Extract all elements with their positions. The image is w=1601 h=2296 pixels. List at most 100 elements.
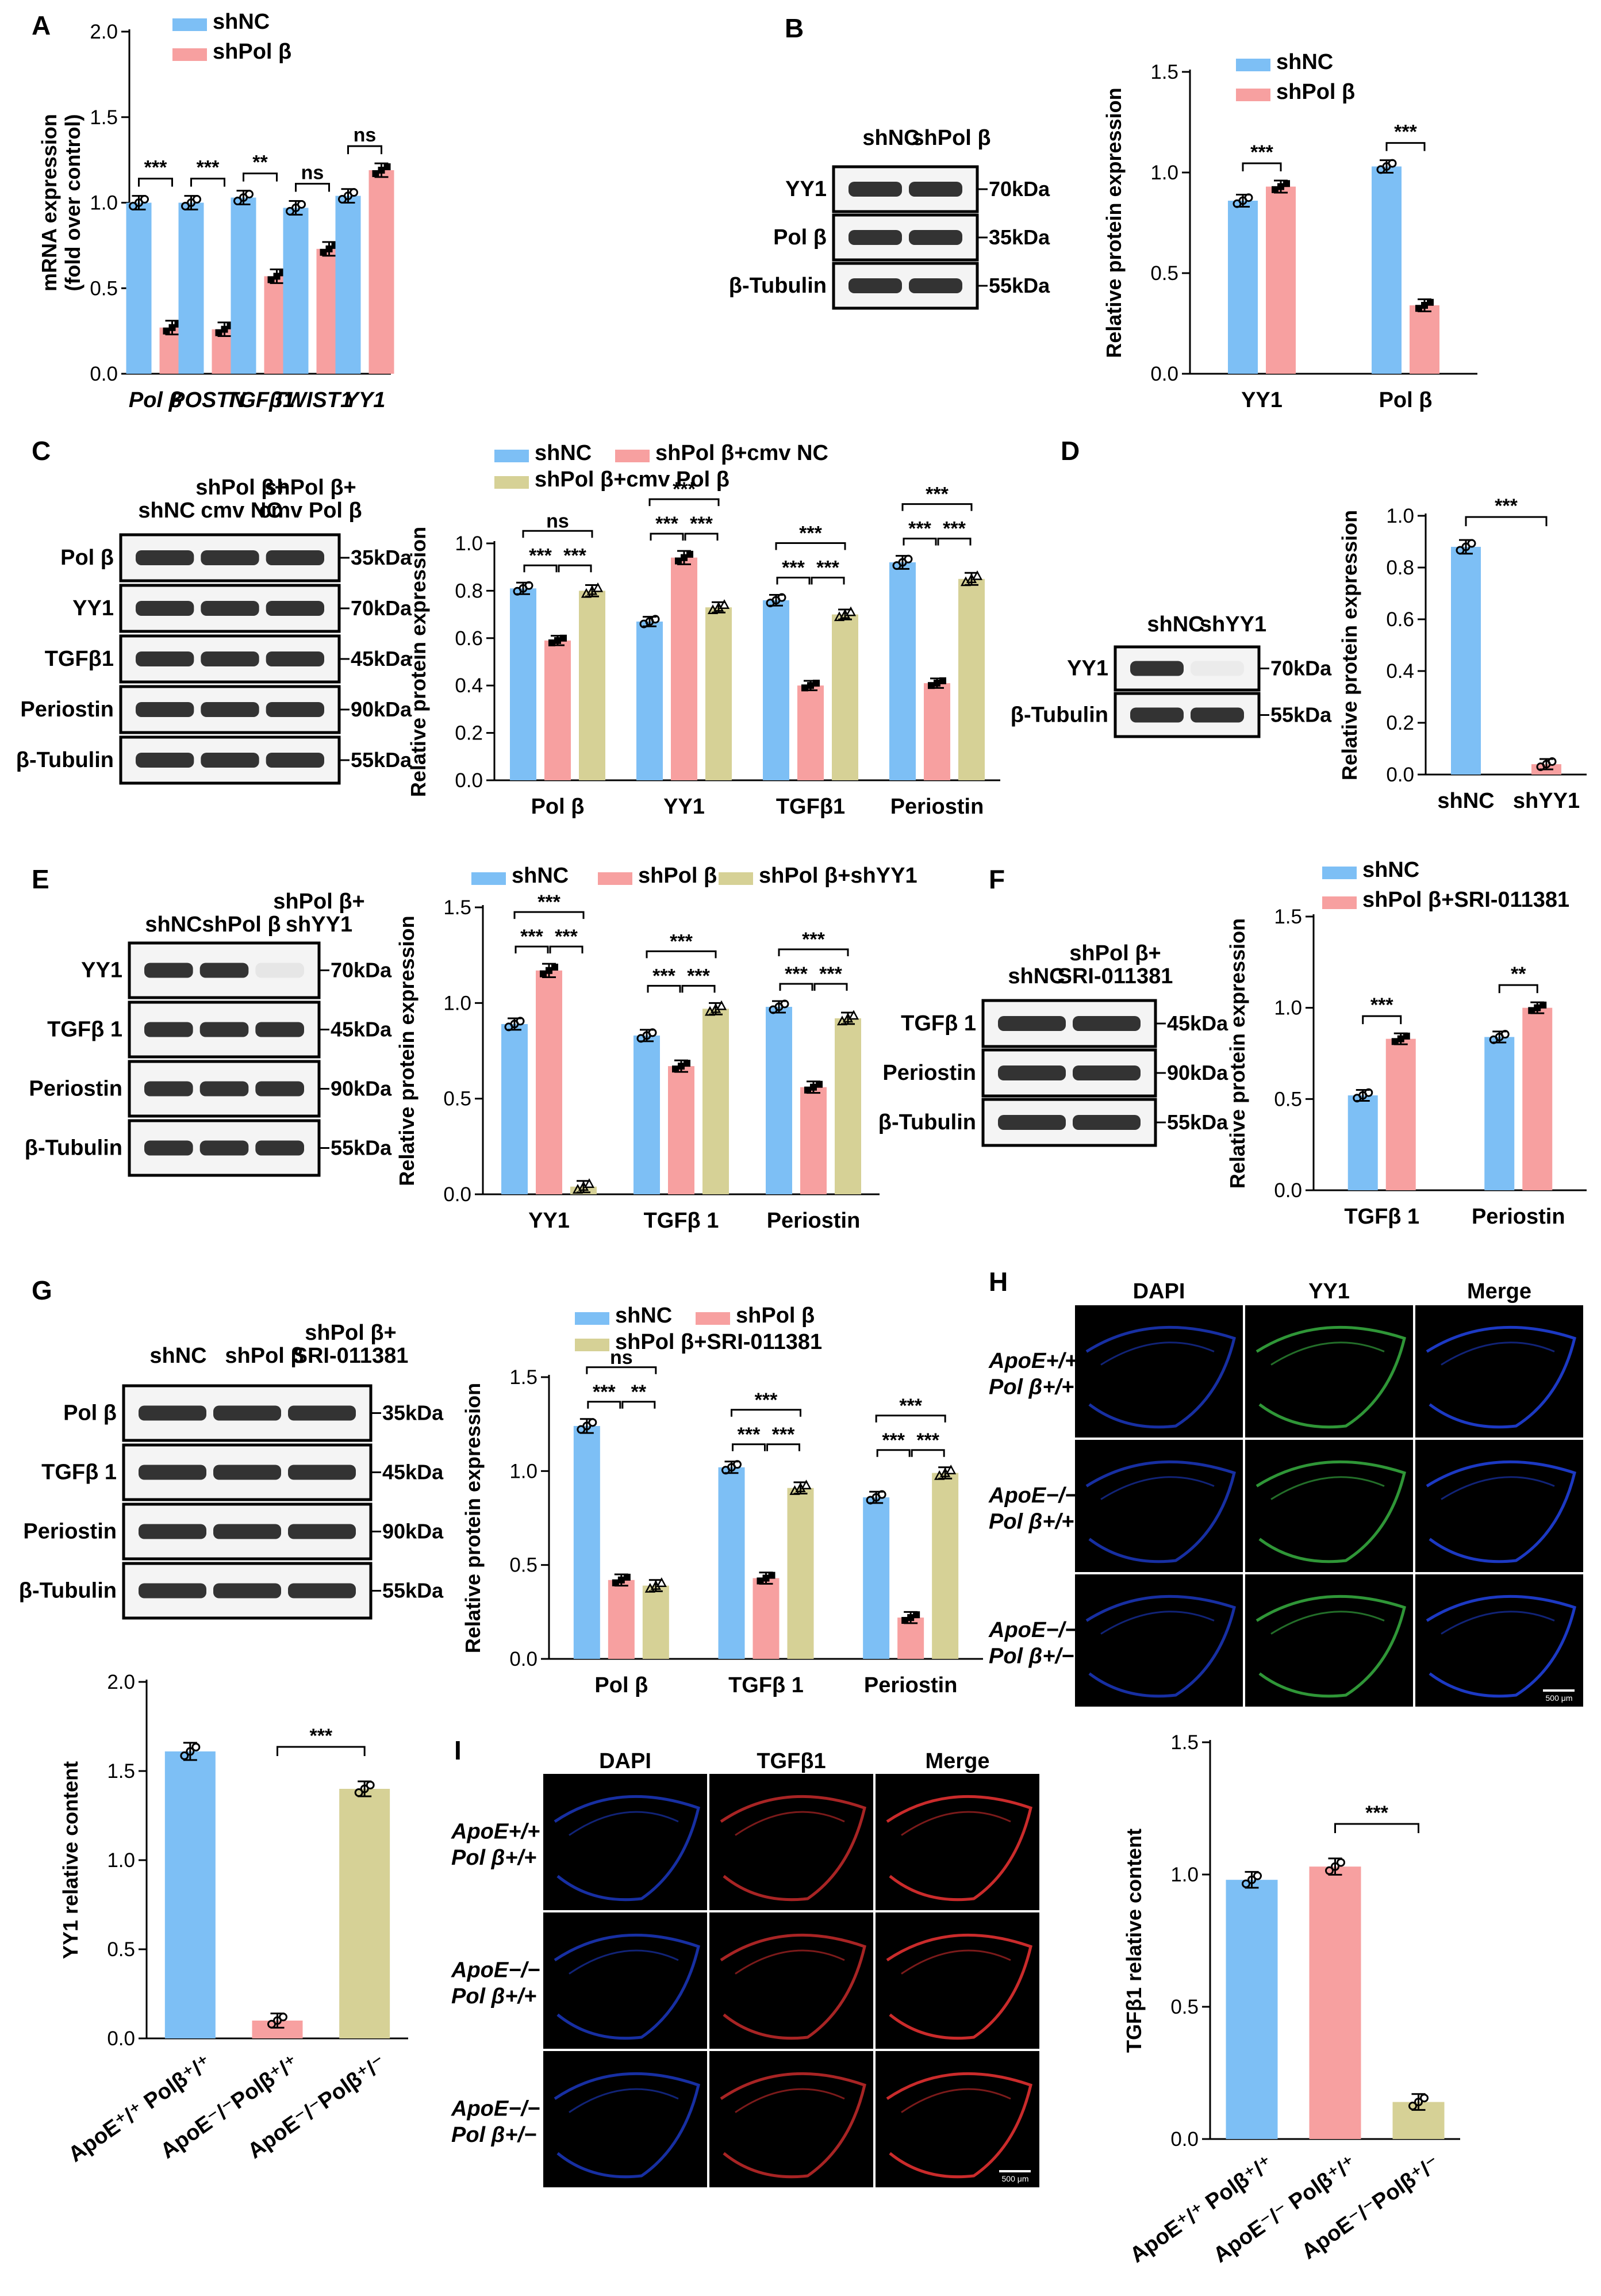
bar <box>889 562 916 780</box>
blot-row-label: Pol β <box>63 1401 117 1425</box>
blot-row-label: Periostin <box>882 1061 976 1085</box>
panel-label-g: G <box>32 1275 52 1305</box>
legend-swatch <box>172 48 207 61</box>
data-point <box>186 1747 195 1756</box>
significance-label: ** <box>252 152 268 174</box>
blot-band <box>255 963 304 978</box>
data-point <box>1331 1862 1339 1871</box>
data-point <box>1414 2098 1423 2107</box>
bar <box>608 1580 635 1659</box>
tissue-signal <box>1441 1341 1555 1366</box>
blot-row-label: TGFβ 1 <box>41 1461 117 1485</box>
bar <box>536 970 562 1194</box>
significance-bracket <box>513 911 585 919</box>
y-tick-label: 0.0 <box>1386 764 1414 786</box>
blot-band <box>1191 707 1244 723</box>
bar <box>339 1789 390 2038</box>
blot-column-label: shNC <box>149 1344 206 1368</box>
y-tick-label: 0.0 <box>455 769 483 792</box>
blot-band <box>201 651 259 666</box>
blot-band <box>136 601 194 616</box>
bar <box>335 196 361 374</box>
x-tick-label: YY1 <box>528 1209 570 1233</box>
blot-column-label: SRI-011381 <box>293 1344 409 1368</box>
data-point <box>163 327 170 335</box>
significance-bracket <box>813 983 848 991</box>
data-point <box>1420 2094 1429 2103</box>
panel-label-a: A <box>32 10 51 40</box>
x-tick-label: TGFβ 1 <box>728 1673 804 1697</box>
micrograph-row-label: ApoE−/− Pol β+/+ <box>988 1484 1077 1534</box>
micrograph-panel <box>876 2051 1039 2187</box>
blot-band <box>266 702 324 717</box>
chart-A: 0.0 0.5 1.0 1.5 2.0 mRNA expression(fold over… <box>37 10 394 412</box>
tissue-signal <box>1441 1476 1555 1500</box>
blot-row-label: Pol β <box>773 225 827 250</box>
data-point <box>757 1577 764 1585</box>
y-tick-label: 0.2 <box>455 722 483 745</box>
tissue-signal <box>554 2072 700 2179</box>
bar <box>126 202 152 374</box>
blot-band <box>1130 707 1184 723</box>
micrograph-panel <box>1075 1305 1243 1438</box>
blot-column-label: shYY1 <box>1200 612 1266 637</box>
y-tick-label: 1.0 <box>509 1460 537 1482</box>
significance-label: *** <box>755 1389 778 1411</box>
legend-label: shNC <box>213 10 270 34</box>
y-tick-label: 0.6 <box>455 627 483 650</box>
data-point <box>768 1571 775 1579</box>
tissue-signal <box>1100 1476 1215 1500</box>
significance-label: *** <box>670 930 693 952</box>
blot-row-label: TGFβ1 <box>45 647 114 671</box>
data-point <box>350 188 358 197</box>
significance-bracket <box>277 1746 366 1756</box>
data-point <box>1388 159 1397 168</box>
data-point <box>928 682 935 689</box>
kda-label: 55kDa <box>351 748 412 772</box>
significance-label: *** <box>943 518 966 540</box>
significance-bracket <box>1498 984 1538 994</box>
y-axis-label: mRNA expression(fold over control) <box>37 114 85 292</box>
bar <box>1266 186 1296 374</box>
tissue-signal <box>1256 1594 1406 1698</box>
bar <box>958 578 985 780</box>
x-tick-label: Pol β <box>129 388 182 412</box>
bar <box>800 1087 827 1194</box>
data-point <box>686 550 693 558</box>
blot-band <box>288 1524 356 1539</box>
significance-label: *** <box>1365 1802 1388 1824</box>
tissue-signal <box>886 2072 1032 2179</box>
blot-band <box>909 230 962 245</box>
data-point <box>1337 1858 1345 1867</box>
blot-row-label: Periostin <box>20 697 114 722</box>
data-point <box>325 245 333 252</box>
blot-band <box>144 1022 193 1037</box>
legend-label: shPol β <box>638 864 717 888</box>
y-tick-label: 0.5 <box>90 277 118 300</box>
bar <box>642 1585 669 1659</box>
tissue-signal <box>886 1933 1032 2040</box>
panel-label-h: H <box>989 1267 1008 1297</box>
data-point <box>801 1479 812 1490</box>
significance-bracket <box>776 576 811 585</box>
data-point <box>1403 1032 1410 1040</box>
blot-band <box>136 651 194 666</box>
y-tick-label: 1.0 <box>90 192 118 214</box>
y-tick-label: 0.5 <box>443 1088 471 1110</box>
significance-bracket <box>731 1409 801 1417</box>
y-axis-label: Relative protein expression <box>395 915 419 1186</box>
blot-band <box>998 1016 1066 1031</box>
blot-row-label: β-Tubulin <box>729 274 827 298</box>
y-tick-label: 0.4 <box>455 674 483 697</box>
tissue-signal <box>1256 1325 1406 1429</box>
blot-band <box>266 651 324 666</box>
y-tick-label: 0.0 <box>90 363 118 385</box>
data-point <box>320 248 327 256</box>
micrographs-layer: DAPI YY1 Merge ApoE+/+ Pol β+/+ ApoE−/− Pol β+… <box>451 1279 1583 2187</box>
data-point <box>354 1788 363 1797</box>
micrograph-panel <box>1415 1574 1583 1707</box>
y-tick-label: 0.8 <box>455 580 483 602</box>
tissue-signal <box>1441 1611 1555 1635</box>
y-tick-label: 1.0 <box>1150 162 1178 184</box>
x-tick-label: shNC <box>1437 789 1494 813</box>
